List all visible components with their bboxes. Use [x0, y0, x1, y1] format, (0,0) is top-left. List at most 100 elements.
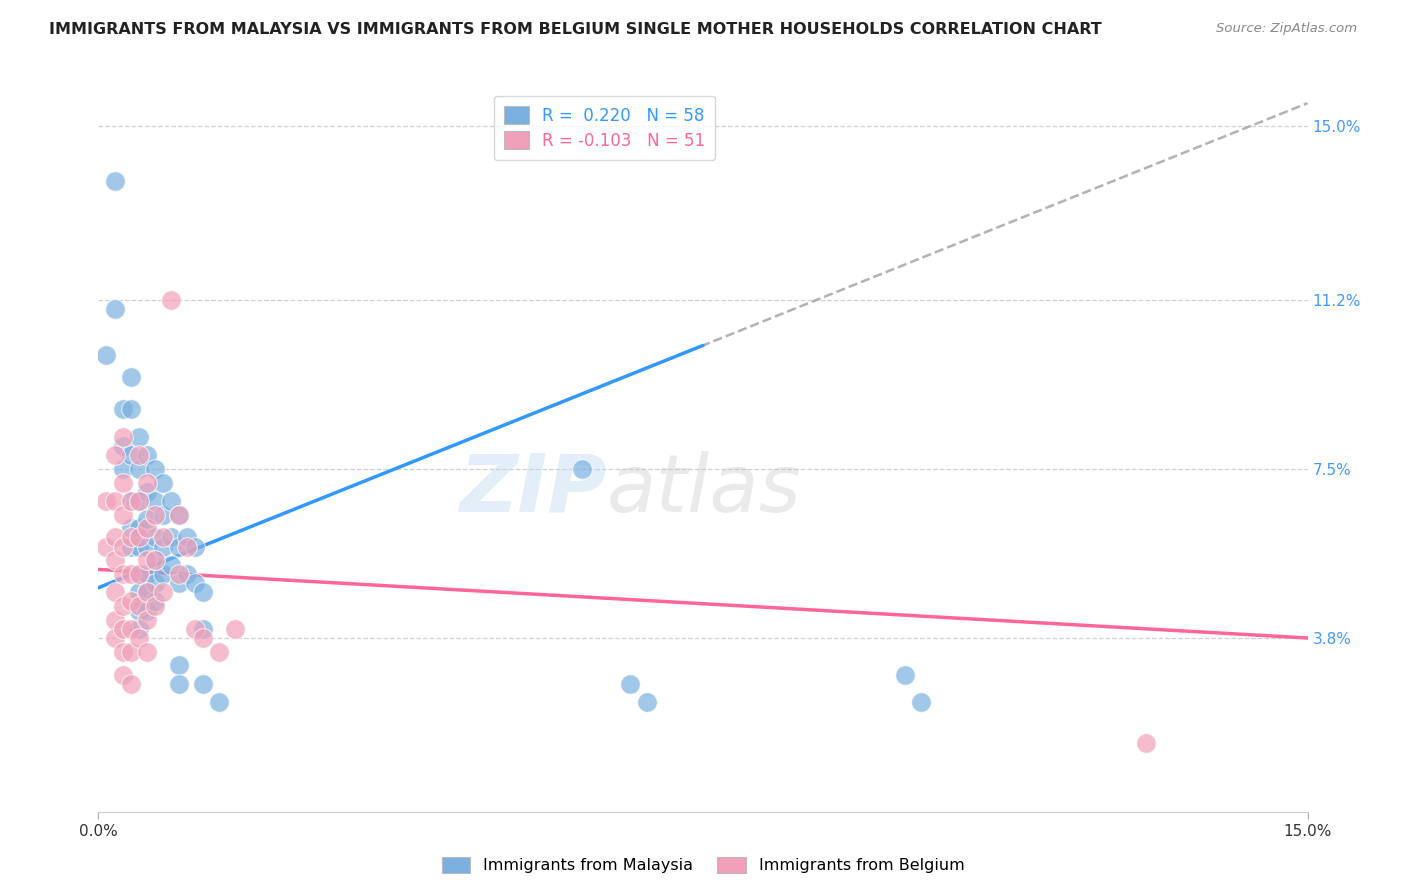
- Point: [120, 594, 142, 608]
- Text: ZIP: ZIP: [458, 450, 606, 529]
- Point: [143, 599, 166, 613]
- Point: [128, 494, 150, 508]
- Point: [120, 567, 142, 582]
- Point: [208, 645, 231, 659]
- Point: [120, 530, 142, 544]
- Point: [120, 448, 142, 462]
- Point: [135, 604, 157, 618]
- Point: [128, 494, 150, 508]
- Point: [103, 494, 125, 508]
- Point: [143, 462, 166, 476]
- Point: [120, 622, 142, 636]
- Point: [143, 530, 166, 544]
- Point: [167, 540, 190, 554]
- Point: [636, 695, 658, 709]
- Point: [120, 370, 142, 384]
- Point: [152, 585, 174, 599]
- Point: [619, 676, 641, 690]
- Point: [128, 585, 150, 599]
- Point: [184, 576, 207, 591]
- Point: [176, 530, 198, 544]
- Point: [167, 676, 190, 690]
- Point: [167, 576, 190, 591]
- Point: [143, 553, 166, 567]
- Point: [128, 462, 150, 476]
- Legend: Immigrants from Malaysia, Immigrants from Belgium: Immigrants from Malaysia, Immigrants fro…: [436, 850, 970, 880]
- Point: [111, 430, 134, 444]
- Point: [111, 475, 134, 490]
- Point: [160, 293, 183, 307]
- Point: [103, 301, 125, 316]
- Point: [120, 494, 142, 508]
- Point: [135, 567, 157, 582]
- Point: [135, 521, 157, 535]
- Point: [120, 676, 142, 690]
- Point: [128, 622, 150, 636]
- Point: [135, 475, 157, 490]
- Point: [111, 622, 134, 636]
- Point: [128, 631, 150, 645]
- Point: [224, 622, 246, 636]
- Point: [103, 613, 125, 627]
- Point: [167, 567, 190, 582]
- Point: [208, 695, 231, 709]
- Point: [135, 540, 157, 554]
- Point: [135, 553, 157, 567]
- Point: [135, 512, 157, 526]
- Point: [176, 567, 198, 582]
- Point: [167, 508, 190, 522]
- Point: [152, 508, 174, 522]
- Point: [128, 448, 150, 462]
- Point: [128, 540, 150, 554]
- Point: [111, 540, 134, 554]
- Point: [96, 494, 118, 508]
- Point: [111, 402, 134, 417]
- Point: [111, 508, 134, 522]
- Point: [128, 530, 150, 544]
- Point: [96, 540, 118, 554]
- Point: [120, 494, 142, 508]
- Point: [128, 604, 150, 618]
- Text: Source: ZipAtlas.com: Source: ZipAtlas.com: [1216, 22, 1357, 36]
- Point: [143, 508, 166, 522]
- Point: [128, 430, 150, 444]
- Point: [143, 576, 166, 591]
- Point: [103, 585, 125, 599]
- Point: [167, 508, 190, 522]
- Point: [135, 645, 157, 659]
- Point: [128, 567, 150, 582]
- Point: [910, 695, 932, 709]
- Point: [143, 594, 166, 608]
- Point: [111, 645, 134, 659]
- Point: [111, 567, 134, 582]
- Point: [128, 599, 150, 613]
- Point: [160, 530, 183, 544]
- Point: [96, 347, 118, 362]
- Point: [111, 439, 134, 453]
- Point: [143, 553, 166, 567]
- Point: [193, 676, 215, 690]
- Point: [143, 494, 166, 508]
- Point: [193, 631, 215, 645]
- Point: [193, 585, 215, 599]
- Point: [1135, 736, 1157, 750]
- Point: [184, 622, 207, 636]
- Point: [128, 567, 150, 582]
- Point: [160, 494, 183, 508]
- Point: [135, 448, 157, 462]
- Point: [103, 448, 125, 462]
- Point: [135, 613, 157, 627]
- Point: [103, 174, 125, 188]
- Point: [152, 475, 174, 490]
- Text: IMMIGRANTS FROM MALAYSIA VS IMMIGRANTS FROM BELGIUM SINGLE MOTHER HOUSEHOLDS COR: IMMIGRANTS FROM MALAYSIA VS IMMIGRANTS F…: [49, 22, 1102, 37]
- Point: [193, 622, 215, 636]
- Point: [120, 645, 142, 659]
- Point: [152, 540, 174, 554]
- Point: [135, 585, 157, 599]
- Point: [128, 521, 150, 535]
- Point: [135, 484, 157, 499]
- Point: [167, 658, 190, 673]
- Point: [103, 530, 125, 544]
- Point: [120, 540, 142, 554]
- Point: [176, 540, 198, 554]
